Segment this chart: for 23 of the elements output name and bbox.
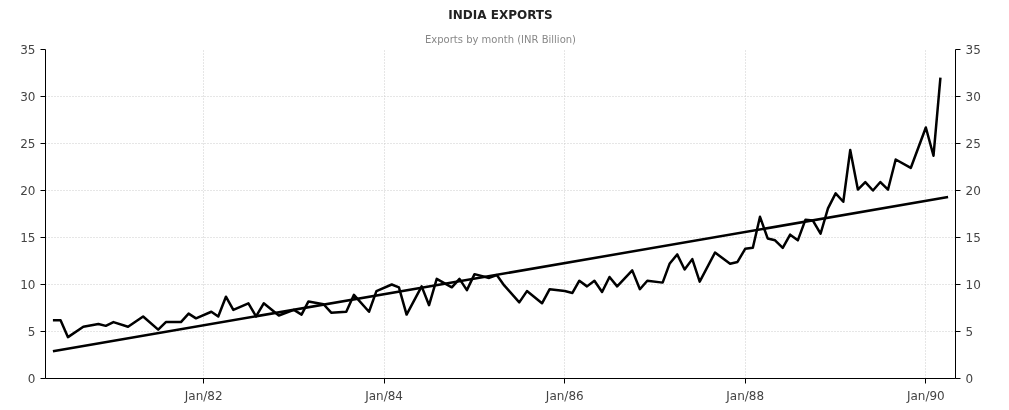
y-tick-label: 10 bbox=[20, 278, 36, 292]
x-tick-label: Jan/86 bbox=[544, 388, 584, 403]
y-tick-label: 30 bbox=[20, 90, 36, 104]
y2-tick-label: 5 bbox=[965, 325, 974, 339]
x-tick-label: Jan/88 bbox=[725, 388, 765, 403]
y-tick-label: 20 bbox=[20, 184, 36, 198]
y2-tick-label: 35 bbox=[965, 43, 981, 57]
y-tick-label: 0 bbox=[27, 372, 36, 386]
y2-tick-label: 20 bbox=[965, 184, 981, 198]
x-tick-label: Jan/84 bbox=[364, 388, 403, 403]
chart-title: INDIA EXPORTS bbox=[448, 7, 553, 22]
y2-tick-label: 0 bbox=[965, 372, 974, 386]
x-tick-label: Jan/82 bbox=[183, 388, 223, 403]
y2-tick-label: 25 bbox=[965, 137, 981, 151]
x-tick-label: Jan/90 bbox=[905, 388, 945, 403]
y-tick-label: 5 bbox=[27, 325, 36, 339]
y2-tick-label: 30 bbox=[965, 90, 981, 104]
y2-tick-label: 10 bbox=[965, 278, 981, 292]
y2-tick-label: 15 bbox=[965, 231, 981, 245]
y-tick-label: 35 bbox=[20, 43, 36, 57]
y-tick-label: 15 bbox=[20, 231, 36, 245]
chart-subtitle: Exports by month (INR Billion) bbox=[425, 33, 577, 45]
y-tick-label: 25 bbox=[20, 137, 36, 151]
